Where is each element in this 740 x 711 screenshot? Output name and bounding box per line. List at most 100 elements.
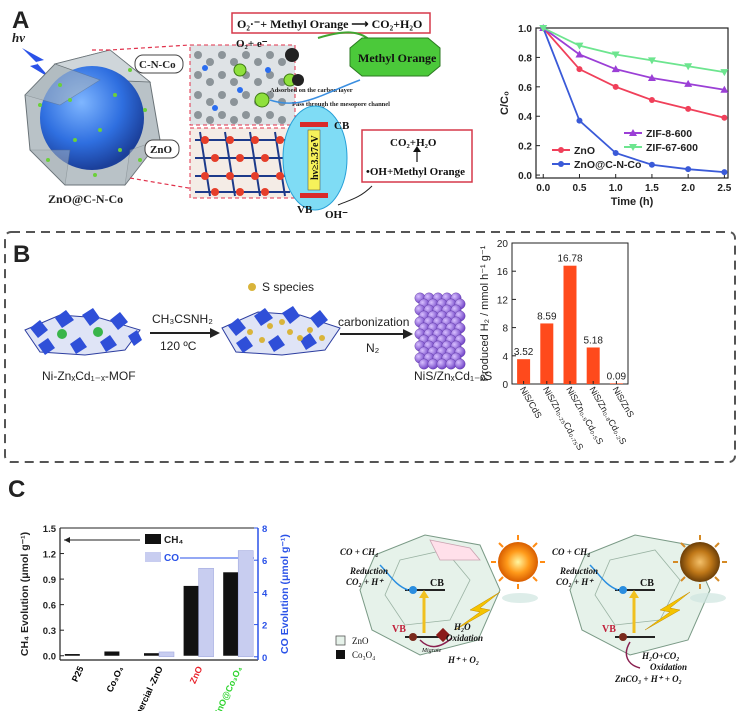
category-label: ZnO@Co₃O₄: [212, 665, 244, 711]
y-tick-label: 4: [502, 352, 508, 363]
bar: [586, 347, 600, 384]
reaction-top-box: [231, 12, 431, 34]
mof-structure: [24, 308, 142, 356]
y-right-tick-label: 8: [262, 524, 267, 535]
y-right-tick-label: 4: [262, 588, 268, 599]
mof-label: Ni-ZnₓCd₁₋ₓ-MOF: [42, 369, 136, 383]
nis-nanorod: [414, 292, 466, 370]
category-label: P25: [70, 665, 86, 684]
bandgap-label: hν≥3.37eV: [310, 135, 321, 180]
product-label: NiS/ZnₓCd₁₋ₓS: [414, 369, 492, 383]
reagent-label: CH₃CSNH₂: [152, 312, 213, 326]
data-point: [721, 114, 728, 121]
box-up-arrowhead: [413, 146, 421, 152]
y-left-axis-label: CH₄ Evolution (μmol g⁻¹): [19, 532, 31, 656]
data-point: [575, 42, 584, 50]
electron-icon-2: [292, 74, 304, 86]
o2-label: O₂+ e⁻: [236, 38, 268, 50]
bar-ch4: [144, 653, 159, 656]
legend-label: ZIF-8-600: [646, 128, 692, 140]
left-vb: VB: [392, 624, 406, 635]
x-axis-label: Time (h): [611, 196, 654, 208]
data-point: [720, 69, 729, 77]
methyl-orange-badge: [349, 37, 441, 77]
y-right-tick-label: 2: [262, 621, 267, 632]
light-bolt-icon: [22, 48, 50, 78]
left-reduction: Reduction: [349, 566, 388, 576]
left-ox-result: H⁺ + O₂: [447, 655, 479, 665]
layer-cnco-box: [134, 54, 184, 74]
bar: [540, 323, 554, 384]
bar-ch4: [64, 654, 80, 656]
data-label: 8.59: [537, 311, 557, 322]
legend-swatch-co: [145, 552, 161, 562]
panel-b: B Ni-ZnₓCd₁₋ₓ-MOF CH₃CSNH₂ 120 ºC S spec…: [4, 231, 736, 463]
hole-right: [619, 633, 627, 641]
y-right-axis-label: CO Evolution (μmol g⁻¹): [279, 534, 291, 654]
panel-b-frame: [4, 231, 736, 463]
legend-label: ZIF-67-600: [646, 142, 698, 154]
y-tick-label: 8: [502, 324, 508, 335]
methyl-orange-label: Methyl Orange: [358, 51, 437, 65]
cb-bar: [300, 122, 328, 127]
layer-cnco-label: C-N-Co: [139, 59, 176, 71]
data-label: 3.52: [514, 347, 534, 358]
data-point: [647, 57, 656, 65]
lightning-icon-right: [644, 591, 691, 631]
right-ox-reactant: H₂O+CO₂: [641, 651, 679, 661]
right-oxidation: Oxidation: [650, 662, 687, 672]
scheme-right: [569, 534, 727, 669]
right-vb: VB: [602, 624, 616, 635]
electron-right: [619, 586, 627, 594]
bar: [517, 359, 531, 384]
data-label: 16.78: [557, 254, 582, 265]
bandgap-bar: [307, 129, 321, 191]
temp-label: 120 ºC: [160, 339, 197, 353]
series-line: [542, 27, 725, 174]
y-tick-label: 1.0: [518, 24, 532, 35]
series-line: [542, 27, 725, 119]
right-reduction: Reduction: [559, 566, 598, 576]
left-reactants: CO₂ + H⁺: [346, 577, 384, 587]
y-tick-label: 12: [497, 295, 509, 306]
bar-ch4: [223, 572, 239, 656]
y-left-tick-label: 0.6: [43, 601, 56, 612]
electron-left: [409, 586, 417, 594]
y-left-tick-label: 1.5: [43, 524, 57, 535]
y-left-tick-label: 0.0: [43, 652, 56, 663]
step1-arrowhead: [210, 328, 220, 338]
legend-co3o4: Co₃O₄: [352, 650, 375, 660]
legend-label: ZnO@C-N-Co: [574, 159, 641, 171]
co2-reduction-chart: 0.0 0.3 0.6 0.9 1.2 1.5 0 2 4 6 8 CH₄ Evolution (μm…: [19, 524, 291, 711]
step2-arrowhead: [403, 329, 413, 339]
degradation-chart: 0.0 0.5 1.0 1.5 2.0 2.5 0.0 0.2 0.4 0.6 0.8 1.0 Time…: [499, 24, 732, 208]
data-point: [648, 161, 655, 168]
bar-co: [237, 550, 254, 658]
bar-ch4: [183, 585, 199, 656]
y-tick-label: 16: [497, 267, 509, 278]
legend-label-ch4: CH₄: [164, 535, 183, 546]
data-label: 0.09: [607, 371, 627, 382]
carbonization-label: carbonization: [338, 315, 409, 329]
left-cb: CB: [430, 578, 444, 589]
legend-zno-swatch: [335, 635, 346, 646]
reaction-top-text: O₂·⁻+ Methyl Orange ⟶ CO₂+H₂O: [237, 17, 422, 31]
x-tick-label: 0.5: [573, 183, 587, 194]
data-point: [685, 166, 692, 173]
legend-marker: [558, 161, 564, 167]
right-cb: CB: [640, 578, 654, 589]
x-tick-label: 2.0: [681, 183, 695, 194]
panel-a: A hv ZnO@C-N-Co: [12, 7, 732, 221]
data-point: [612, 83, 619, 90]
vb-label: VB: [297, 204, 313, 216]
pass-through-label: Pass through the mesopore channel: [292, 101, 390, 108]
left-series-arrowhead: [64, 537, 70, 543]
y-left-tick-label: 0.3: [43, 626, 56, 637]
cb-label: CB: [334, 120, 350, 132]
legend-label-co: CO: [164, 553, 179, 564]
left-oxidation: Oxidation: [446, 633, 483, 643]
data-point: [720, 85, 729, 93]
legend-marker: [558, 147, 564, 153]
